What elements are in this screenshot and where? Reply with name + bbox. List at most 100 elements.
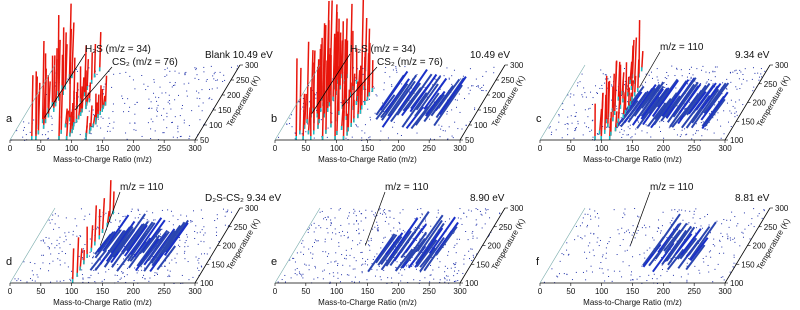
noise-dot	[414, 218, 416, 220]
noise-dot	[468, 93, 470, 95]
noise-dot	[352, 268, 354, 270]
noise-dot	[722, 236, 724, 238]
noise-dot	[740, 71, 742, 73]
noise-dot	[109, 220, 111, 222]
noise-dot	[382, 102, 384, 104]
noise-dot	[416, 74, 418, 76]
noise-dot	[448, 77, 450, 79]
noise-dot	[355, 124, 357, 126]
noise-dot	[112, 111, 114, 113]
spectral-streak	[416, 214, 444, 252]
noise-dot	[81, 269, 83, 271]
panel: 0 50 100 150 200 250 300100150200250300Mass-to…	[536, 182, 792, 307]
noise-dot	[157, 110, 159, 112]
noise-dot	[615, 105, 617, 107]
noise-dot	[735, 86, 737, 88]
noise-dot	[51, 219, 53, 221]
t-tick-label: 150	[476, 260, 490, 269]
spectral-streak	[414, 83, 439, 117]
noise-dot	[742, 73, 744, 75]
noise-dot	[337, 263, 339, 265]
noise-dot	[436, 258, 438, 260]
noise-dot	[575, 115, 577, 117]
noise-dot	[141, 135, 143, 137]
noise-dot	[116, 274, 118, 276]
noise-dot	[751, 78, 753, 80]
noise-dot	[738, 78, 740, 80]
noise-dot	[377, 228, 379, 230]
noise-dot	[377, 224, 379, 226]
noise-dot	[56, 280, 58, 282]
noise-dot	[313, 222, 315, 224]
noise-dot	[451, 109, 453, 111]
noise-dot	[558, 273, 560, 275]
noise-dot	[664, 77, 666, 79]
spectral-streak	[661, 79, 690, 118]
noise-dot	[730, 99, 732, 101]
noise-dot	[348, 215, 350, 217]
noise-dot	[620, 117, 622, 119]
noise-dot	[382, 210, 384, 212]
peak	[339, 32, 342, 90]
noise-dot	[398, 272, 400, 274]
t-tick-label: 300	[245, 61, 259, 70]
noise-dot	[362, 67, 364, 69]
noise-dot	[734, 216, 736, 218]
noise-dot	[407, 282, 409, 284]
noise-dot	[489, 217, 491, 219]
noise-dot	[134, 113, 136, 115]
annotation: m/z = 110	[660, 42, 704, 53]
noise-dot	[376, 95, 378, 97]
noise-dot	[169, 70, 171, 72]
noise-dot	[76, 225, 78, 227]
spectral-streak	[133, 217, 163, 258]
t-tick-label: 200	[492, 91, 506, 100]
noise-dot	[100, 127, 102, 129]
noise-dot	[556, 275, 558, 277]
noise-dot	[134, 267, 136, 269]
noise-dot	[676, 68, 678, 70]
noise-dot	[645, 234, 647, 236]
noise-dot	[100, 216, 102, 218]
spectral-streak	[663, 229, 682, 252]
noise-dot	[173, 282, 175, 284]
noise-dot	[484, 208, 486, 210]
spectral-streak	[653, 98, 672, 120]
noise-dot	[187, 261, 189, 263]
t-tick-label: 300	[510, 204, 524, 213]
noise-dot	[605, 247, 607, 249]
noise-dot	[423, 86, 425, 88]
noise-dot	[322, 278, 324, 280]
noise-dot	[361, 272, 363, 274]
noise-dot	[347, 217, 349, 219]
noise-dot	[424, 114, 426, 116]
noise-dot	[149, 277, 151, 279]
noise-dot	[416, 258, 418, 260]
noise-dot	[309, 227, 311, 229]
x-tick-label: 100	[65, 144, 79, 153]
noise-dot	[624, 232, 626, 234]
noise-dot	[413, 279, 415, 281]
noise-dot	[453, 69, 455, 71]
noise-dot	[710, 256, 712, 258]
noise-dot	[592, 136, 594, 138]
noise-dot	[672, 274, 674, 276]
spectral-streak	[141, 219, 166, 252]
noise-dot	[744, 228, 746, 230]
noise-dot	[222, 80, 224, 82]
noise-dot	[550, 134, 552, 136]
noise-dot	[120, 277, 122, 279]
noise-dot	[421, 214, 423, 216]
noise-dot	[607, 78, 609, 80]
noise-dot	[663, 82, 665, 84]
noise-dot	[733, 254, 735, 256]
spectral-streak	[651, 213, 681, 255]
noise-dot	[64, 262, 66, 264]
noise-dot	[84, 215, 86, 217]
noise-dot	[444, 130, 446, 132]
peak	[58, 93, 61, 141]
noise-dot	[676, 67, 678, 69]
noise-dot	[328, 253, 330, 255]
noise-dot	[604, 74, 606, 76]
spectral-streak	[391, 80, 416, 115]
